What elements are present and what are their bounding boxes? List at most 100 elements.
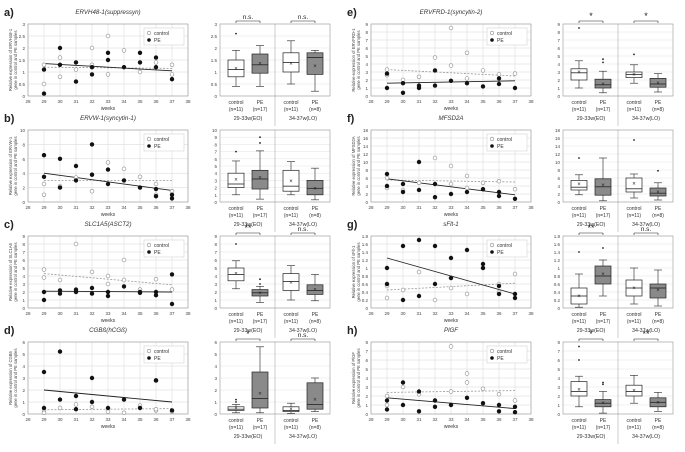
scatter-point-control xyxy=(464,173,470,179)
scatter-point-pe xyxy=(89,64,95,70)
sig-label: ** xyxy=(642,329,650,339)
y-axis-label-line: Relative expression of SLC1A5 xyxy=(8,242,13,301)
y-tick-label: 0.6 xyxy=(362,282,369,287)
scatter-title: ERVFRD-1(syncytin-2) xyxy=(420,9,483,16)
x-tick-label: 30 xyxy=(400,311,406,316)
scatter-point-pe xyxy=(153,293,159,298)
x-axis-label: weeks xyxy=(444,106,459,112)
y-tick-label: 4 xyxy=(365,184,368,189)
box-mean-marker: × xyxy=(313,398,317,404)
panel-letter: d) xyxy=(4,325,15,337)
scatter-point-pe xyxy=(512,404,518,409)
scatter-point-pe xyxy=(57,397,63,402)
scatter-point-pe xyxy=(121,284,127,289)
period-label-lo: 34-37w(LO) xyxy=(289,116,317,122)
box-mean-marker: × xyxy=(601,82,605,88)
period-label-lo: 34-37w(LO) xyxy=(289,222,317,228)
scatter-point-pe xyxy=(400,243,406,249)
box-y-tick-label: 9 xyxy=(557,22,560,27)
scatter-point-pe xyxy=(448,78,454,84)
scatter-point-control xyxy=(496,72,502,77)
scatter-point-control xyxy=(137,69,143,75)
panel-g: g) sFlt-1 0 0.2 0.4 0.6 0.8 1 1.2 1.4 1.6 1.8 28 29 30… xyxy=(347,219,674,338)
x-tick-label: 28 xyxy=(25,99,31,104)
box-group-label: PE xyxy=(655,100,662,106)
x-tick-label: 33 xyxy=(448,205,454,210)
scatter-frame xyxy=(27,23,189,97)
y-axis-label-line: gene in control and PE samples xyxy=(356,30,361,89)
box-y-tick-label: 4 xyxy=(214,364,217,369)
box-group-label: PE xyxy=(312,206,319,212)
scatter-point-pe xyxy=(105,289,111,295)
box-mean-marker: × xyxy=(577,70,581,76)
x-tick-label: 36 xyxy=(153,205,159,210)
box-body xyxy=(282,406,300,412)
sig-label: * xyxy=(644,11,648,21)
y-axis-label-line: Relative expression of ERVW-1 xyxy=(8,136,13,195)
box-outlier xyxy=(259,278,261,281)
scatter-point-pe xyxy=(57,291,63,296)
period-label-lo: 34-37w(LO) xyxy=(289,434,317,440)
box-body xyxy=(625,384,643,397)
x-tick-label: 28 xyxy=(368,417,374,422)
box-mean-marker: × xyxy=(601,401,605,407)
y-tick-label: 0 xyxy=(22,306,25,311)
scatter-point-control xyxy=(105,273,111,279)
scatter-point-pe xyxy=(416,293,422,299)
scatter-point-control xyxy=(41,192,47,198)
box-outlier xyxy=(235,32,237,35)
x-axis-label: weeks xyxy=(101,424,116,430)
box-y-tick-label: 6 xyxy=(557,176,560,181)
scatter-point-pe xyxy=(105,167,111,172)
x-axis-label: weeks xyxy=(101,212,116,218)
scatter-point-pe xyxy=(496,283,502,289)
box-outlier xyxy=(235,150,237,153)
period-label-eo: 29-33w(EO) xyxy=(234,434,263,440)
scatter-point-control xyxy=(480,180,486,186)
sig-label: n.s. xyxy=(298,14,309,21)
x-tick-label: 38 xyxy=(528,99,534,104)
x-tick-label: 38 xyxy=(185,417,191,422)
period-label-eo: 29-33w(EO) xyxy=(234,222,263,228)
panel-letter: a) xyxy=(4,7,14,19)
scatter-point-pe xyxy=(432,83,438,88)
x-tick-label: 29 xyxy=(384,99,390,104)
box-y-tick-label: 6 xyxy=(214,340,217,345)
y-tick-label: 8 xyxy=(365,30,368,35)
scatter-title: ERVW-1(syncytin-1) xyxy=(80,115,136,122)
box-group-label: control xyxy=(228,100,243,106)
box-n-label: (n=11) xyxy=(572,107,587,113)
legend-label-control: control xyxy=(497,31,512,37)
box-n-label: (n=11) xyxy=(627,319,642,325)
box-body xyxy=(306,382,324,410)
scatter-point-pe xyxy=(416,83,422,88)
scatter-point-pe xyxy=(480,401,486,406)
box-n-label: (n=17) xyxy=(596,107,611,113)
scatter-point-control xyxy=(57,74,63,80)
scatter-point-pe xyxy=(496,76,502,81)
y-axis-label-line: gene in control and PE samples xyxy=(356,348,361,407)
scatter-point-pe xyxy=(400,297,406,303)
box-body xyxy=(227,406,245,411)
x-tick-label: 32 xyxy=(89,205,95,210)
box-group-label: PE xyxy=(312,312,319,318)
x-tick-label: 32 xyxy=(432,311,438,316)
x-tick-label: 34 xyxy=(464,311,470,316)
scatter-point-control xyxy=(169,189,175,194)
y-tick-label: 1 xyxy=(22,298,25,303)
box-n-label: (n=11) xyxy=(284,425,299,431)
y-tick-label: 1.8 xyxy=(362,234,369,239)
y-tick-label: 0 xyxy=(365,412,368,417)
scatter-point-pe xyxy=(496,291,502,297)
scatter-point-pe xyxy=(448,402,454,408)
x-tick-label: 29 xyxy=(384,205,390,210)
period-label-lo: 34-37w(LO) xyxy=(289,328,317,334)
scatter-title: CGBß(hCGß) xyxy=(89,327,127,334)
scatter-point-control xyxy=(432,155,438,161)
box-y-tick-label: 4 xyxy=(214,171,217,176)
y-tick-label: 1.6 xyxy=(362,242,369,247)
box-group-label: PE xyxy=(600,206,607,212)
scatter-point-pe xyxy=(41,405,47,411)
scatter-point-pe xyxy=(416,159,422,165)
